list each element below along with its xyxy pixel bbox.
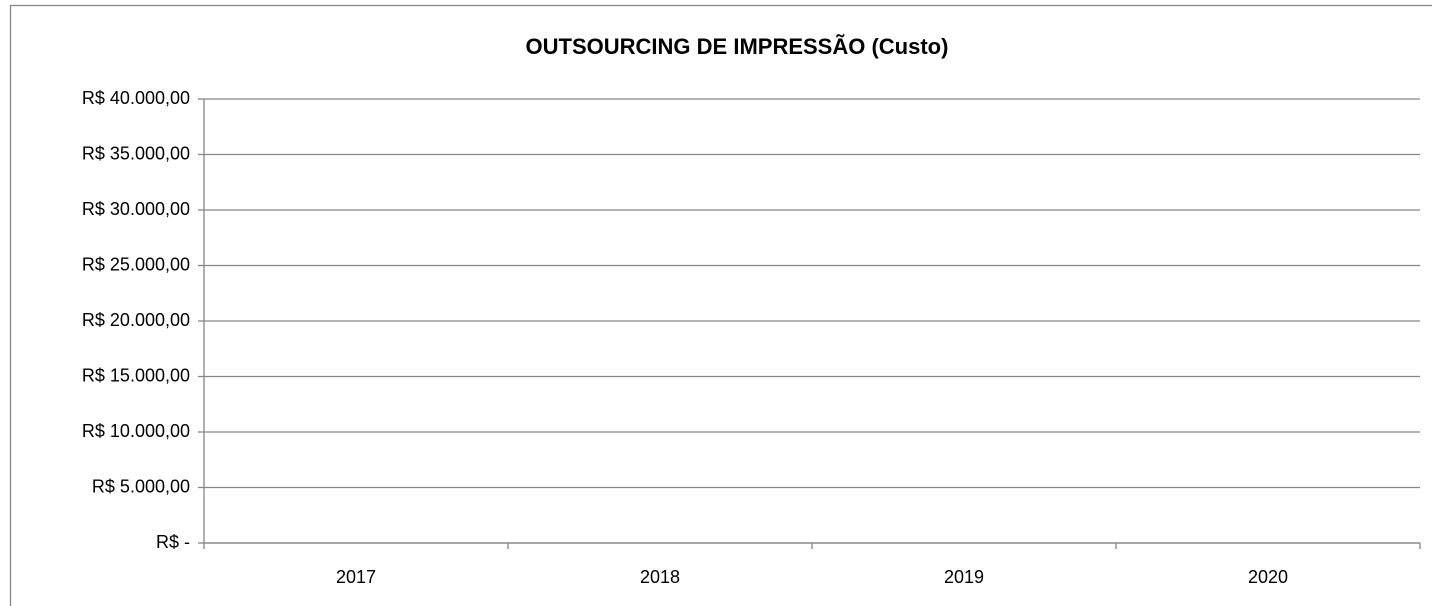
x-tick-label: 2020: [1248, 567, 1288, 587]
y-tick-label: R$ 30.000,00: [82, 199, 190, 219]
x-tick-label: 2017: [336, 567, 376, 587]
x-tick-label: 2018: [640, 567, 680, 587]
chart-title: OUTSOURCING DE IMPRESSÃO (Custo): [526, 34, 949, 59]
x-tick-label: 2019: [944, 567, 984, 587]
y-tick-label: R$ 40.000,00: [82, 88, 190, 108]
y-tick-label: R$ -: [156, 532, 190, 552]
y-tick-label: R$ 15.000,00: [82, 365, 190, 385]
y-tick-label: R$ 20.000,00: [82, 310, 190, 330]
chart-frame: [9, 4, 1432, 606]
y-tick-label: R$ 10.000,00: [82, 421, 190, 441]
y-tick-label: R$ 35.000,00: [82, 143, 190, 163]
y-tick-label: R$ 5.000,00: [92, 476, 190, 496]
y-tick-label: R$ 25.000,00: [82, 254, 190, 274]
